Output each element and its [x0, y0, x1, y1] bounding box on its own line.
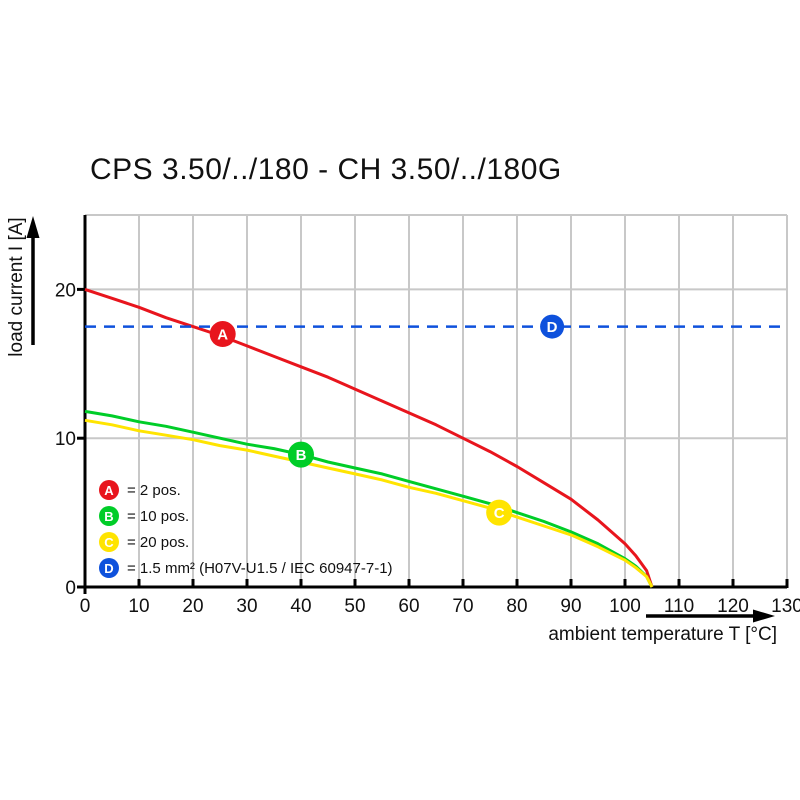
x-tick-label: 10	[128, 596, 149, 617]
marker-letter-C: C	[494, 505, 505, 522]
legend-item-C: C = 20 pos.	[99, 529, 393, 555]
chart-title: CPS 3.50/../180 - CH 3.50/../180G	[90, 153, 562, 186]
y-axis-arrow-icon	[26, 216, 40, 345]
series-markers: A B C D	[209, 314, 565, 526]
legend-label-D: = 1.5 mm² (H07V-U1.5 / IEC 60947-7-1)	[127, 560, 393, 577]
x-tick-label: 110	[664, 596, 694, 617]
x-axis-arrow-icon	[646, 609, 775, 623]
marker-B	[288, 441, 314, 468]
curve-A	[84, 287, 654, 588]
curve-C	[84, 418, 654, 588]
legend-dot-D: D	[99, 558, 119, 578]
x-tick-label: 40	[290, 596, 311, 617]
x-tick-label: 0	[80, 596, 91, 617]
marker-C	[486, 499, 513, 526]
curve-B	[84, 409, 654, 588]
y-tick-label: 20	[55, 280, 76, 301]
legend-item-D: D = 1.5 mm² (H07V-U1.5 / IEC 60947-7-1)	[99, 555, 393, 581]
x-tick-label: 100	[609, 596, 641, 617]
marker-A	[209, 321, 236, 348]
y-tick-label: 10	[55, 429, 76, 450]
y-tick-label: 0	[65, 578, 76, 599]
series-curves	[84, 287, 787, 588]
legend-label-B: = 10 pos.	[127, 508, 190, 525]
x-axis-label: ambient temperature T [°C]	[548, 624, 777, 645]
x-tick-label: 120	[717, 596, 749, 617]
legend: A = 2 pos. B = 10 pos. C = 20 pos. D = 1.5 mm² …	[99, 477, 393, 581]
x-tick-label: 130	[771, 596, 800, 617]
legend-dot-A: A	[99, 480, 119, 500]
marker-letter-D: D	[547, 319, 558, 336]
legend-item-A: A = 2 pos.	[99, 477, 393, 503]
x-tick-label: 90	[560, 596, 581, 617]
marker-letter-B: B	[296, 447, 307, 464]
marker-letter-A: A	[217, 327, 228, 344]
gridlines	[85, 214, 788, 587]
legend-dot-B: B	[99, 506, 119, 526]
x-tick-label: 60	[398, 596, 419, 617]
marker-D	[540, 314, 565, 339]
legend-label-C: = 20 pos.	[127, 534, 190, 551]
legend-item-B: B = 10 pos.	[99, 503, 393, 529]
x-tick-label: 50	[344, 596, 365, 617]
x-tick-label: 20	[182, 596, 203, 617]
x-tick-label: 70	[452, 596, 473, 617]
x-tick-label: 30	[236, 596, 257, 617]
tick-labels: 0 10 20 30 40 50 60 70 80 90 100 110 120 130 0 10 20	[55, 280, 800, 617]
x-tick-label: 80	[506, 596, 527, 617]
legend-dot-C: C	[99, 532, 119, 552]
axes	[77, 215, 789, 594]
legend-label-A: = 2 pos.	[127, 482, 181, 499]
